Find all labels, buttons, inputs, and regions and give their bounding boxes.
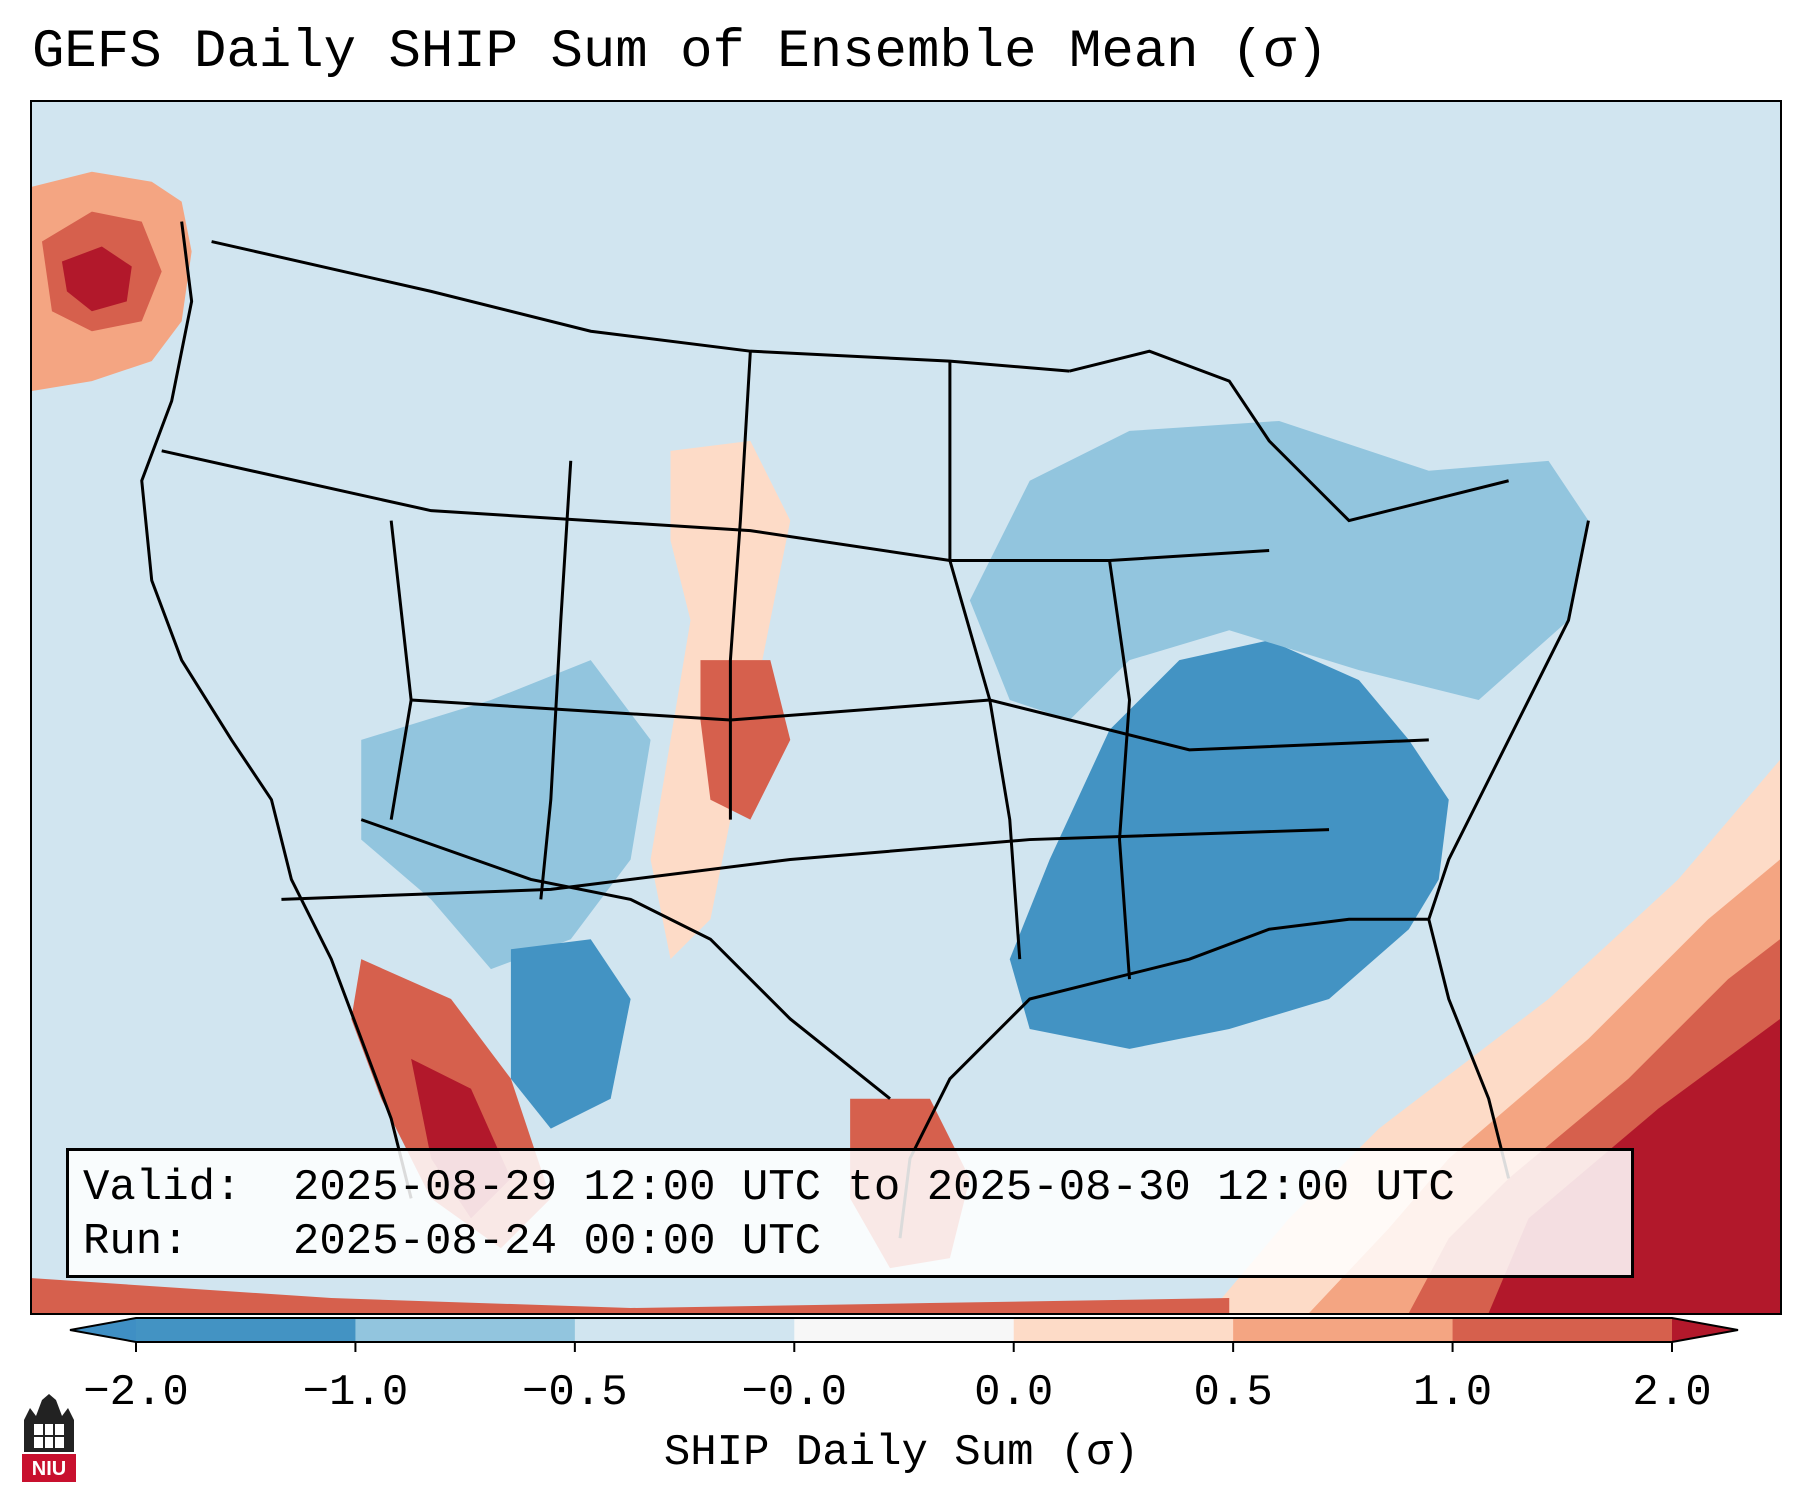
page-title: GEFS Daily SHIP Sum of Ensemble Mean (σ): [32, 22, 1329, 83]
field-moderate-southwest: [361, 660, 651, 970]
logo-badge: [22, 1454, 76, 1482]
colorbar-tick-label: 2.0: [1632, 1368, 1712, 1418]
run-row: Run: 2025-08-24 00:00 UTC: [83, 1215, 1617, 1269]
valid-row: Valid: 2025-08-29 12:00 UTC to 2025-08-3…: [83, 1161, 1617, 1215]
colorbar-tick-label: −0.5: [522, 1368, 628, 1418]
field-moderate-midwest: [969, 420, 1589, 720]
state-border-mississippi: [1108, 560, 1131, 980]
map-panel: [30, 100, 1782, 1315]
colorbar-segment: [1233, 1318, 1454, 1342]
state-border-horizontal-3: [281, 828, 1330, 901]
mexico-border: [360, 818, 891, 1100]
state-border-horizontal-1: [161, 449, 1270, 562]
colorbar-graphic: [69, 1317, 1739, 1352]
colorbar: [69, 1317, 1739, 1352]
colorbar-segment: [1452, 1318, 1673, 1342]
valid-value: 2025-08-29 12:00 UTC to 2025-08-30 12:00…: [293, 1163, 1455, 1213]
colorbar-segment: [794, 1318, 1015, 1342]
map-boundaries: [140, 221, 1590, 1239]
colorbar-extend-high: [1672, 1318, 1738, 1342]
valid-label: Valid:: [83, 1163, 242, 1213]
east-coastline: [1427, 520, 1590, 1179]
validity-info-box: Valid: 2025-08-29 12:00 UTC to 2025-08-3…: [66, 1148, 1634, 1278]
state-border-plains: [728, 351, 752, 820]
field-moderate-plains: [700, 660, 791, 820]
colorbar-tick-label: −0.0: [741, 1368, 848, 1418]
great-lakes-outline: [1069, 349, 1509, 523]
west-coastline: [140, 221, 413, 1199]
colorbar-segment: [136, 1318, 356, 1342]
colorbar-tick-label: 1.0: [1412, 1368, 1493, 1418]
colorbar-segment: [355, 1318, 576, 1342]
colorbar-tick-label: −1.0: [302, 1368, 409, 1418]
state-border-horizontal-2: [411, 698, 1429, 752]
map-field: [32, 102, 1780, 1313]
colorbar-label: SHIP Daily Sum (σ): [663, 1428, 1140, 1478]
colorbar-tick-label: 0.0: [974, 1368, 1054, 1418]
field-strong-mexico: [510, 939, 631, 1129]
colorbar-extend-low: [70, 1318, 136, 1342]
niu-logo: NIU: [22, 1394, 76, 1482]
colorbar-tick-label: 0.5: [1193, 1368, 1273, 1418]
logo-text: NIU: [32, 1458, 66, 1480]
colorbar-segment: [574, 1318, 795, 1342]
field-extreme-pacific: [61, 246, 132, 312]
colorbar-tick-label: −2.0: [83, 1368, 189, 1418]
run-label: Run:: [83, 1217, 189, 1267]
canada-border: [211, 240, 1070, 373]
field-positive-southern-band: [32, 1278, 1230, 1313]
colorbar-segment: [1013, 1318, 1234, 1342]
run-value: 2025-08-24 00:00 UTC: [293, 1217, 822, 1267]
gulf-coastline: [898, 917, 1429, 1239]
